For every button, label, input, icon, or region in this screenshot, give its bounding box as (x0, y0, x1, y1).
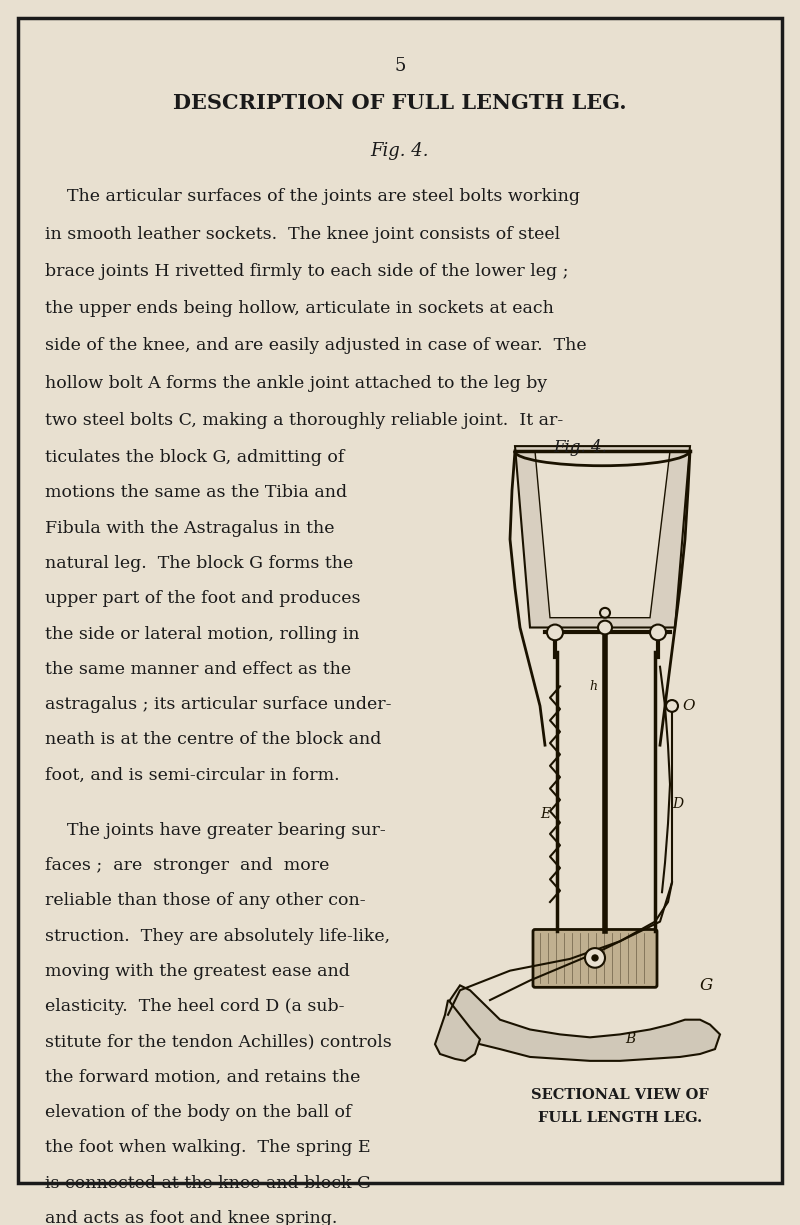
Text: 5: 5 (394, 56, 406, 75)
Circle shape (585, 948, 605, 968)
Text: D: D (672, 797, 683, 811)
Text: side of the knee, and are easily adjusted in case of wear.  The: side of the knee, and are easily adjuste… (45, 337, 586, 354)
Circle shape (547, 625, 563, 641)
Polygon shape (535, 451, 670, 617)
Text: reliable than those of any other con-: reliable than those of any other con- (45, 892, 366, 909)
Text: upper part of the foot and produces: upper part of the foot and produces (45, 590, 361, 608)
Text: Fig. 4.: Fig. 4. (370, 142, 430, 160)
Text: motions the same as the Tibia and: motions the same as the Tibia and (45, 484, 347, 501)
Text: ticulates the block G, admitting of: ticulates the block G, admitting of (45, 450, 344, 466)
FancyBboxPatch shape (533, 930, 657, 987)
Text: O: O (682, 699, 694, 713)
Text: the upper ends being hollow, articulate in sockets at each: the upper ends being hollow, articulate … (45, 300, 554, 317)
Text: The joints have greater bearing sur-: The joints have greater bearing sur- (45, 822, 386, 839)
Polygon shape (515, 446, 690, 627)
Text: the foot when walking.  The spring E: the foot when walking. The spring E (45, 1139, 370, 1156)
Text: moving with the greatest ease and: moving with the greatest ease and (45, 963, 350, 980)
Text: hollow bolt A forms the ankle joint attached to the leg by: hollow bolt A forms the ankle joint atta… (45, 375, 547, 392)
Circle shape (600, 608, 610, 617)
Text: and acts as foot and knee spring.: and acts as foot and knee spring. (45, 1210, 338, 1225)
Text: G: G (700, 976, 714, 993)
Text: DESCRIPTION OF FULL LENGTH LEG.: DESCRIPTION OF FULL LENGTH LEG. (173, 93, 627, 113)
Text: h: h (589, 680, 597, 693)
Text: brace joints H rivetted firmly to each side of the lower leg ;: brace joints H rivetted firmly to each s… (45, 263, 569, 279)
Text: the same manner and effect as the: the same manner and effect as the (45, 660, 351, 677)
Text: astragalus ; its articular surface under-: astragalus ; its articular surface under… (45, 696, 391, 713)
Text: B: B (625, 1033, 635, 1046)
Text: Fig. 4.: Fig. 4. (553, 440, 607, 456)
Text: natural leg.  The block G forms the: natural leg. The block G forms the (45, 555, 354, 572)
Text: two steel bolts C, making a thoroughly reliable joint.  It ar-: two steel bolts C, making a thoroughly r… (45, 412, 563, 429)
Polygon shape (435, 1000, 480, 1061)
Circle shape (598, 621, 612, 635)
Text: The articular surfaces of the joints are steel bolts working: The articular surfaces of the joints are… (45, 189, 580, 206)
Text: faces ;  are  stronger  and  more: faces ; are stronger and more (45, 858, 330, 873)
Polygon shape (448, 985, 720, 1061)
Text: elevation of the body on the ball of: elevation of the body on the ball of (45, 1104, 351, 1121)
Text: stitute for the tendon Achilles) controls: stitute for the tendon Achilles) control… (45, 1034, 392, 1050)
Text: SECTIONAL VIEW OF
FULL LENGTH LEG.: SECTIONAL VIEW OF FULL LENGTH LEG. (531, 1088, 709, 1125)
Text: is connected at the knee and block G: is connected at the knee and block G (45, 1175, 371, 1192)
Text: in smooth leather sockets.  The knee joint consists of steel: in smooth leather sockets. The knee join… (45, 225, 560, 243)
Text: neath is at the centre of the block and: neath is at the centre of the block and (45, 731, 382, 748)
Circle shape (666, 699, 678, 712)
Text: the side or lateral motion, rolling in: the side or lateral motion, rolling in (45, 626, 359, 643)
Text: the forward motion, and retains the: the forward motion, and retains the (45, 1068, 360, 1085)
Text: elasticity.  The heel cord D (a sub-: elasticity. The heel cord D (a sub- (45, 998, 345, 1016)
Text: struction.  They are absolutely life-like,: struction. They are absolutely life-like… (45, 927, 390, 944)
Circle shape (650, 625, 666, 641)
Circle shape (592, 956, 598, 960)
Text: Fibula with the Astragalus in the: Fibula with the Astragalus in the (45, 519, 334, 537)
Text: E: E (540, 807, 550, 821)
Text: foot, and is semi-circular in form.: foot, and is semi-circular in form. (45, 767, 340, 784)
